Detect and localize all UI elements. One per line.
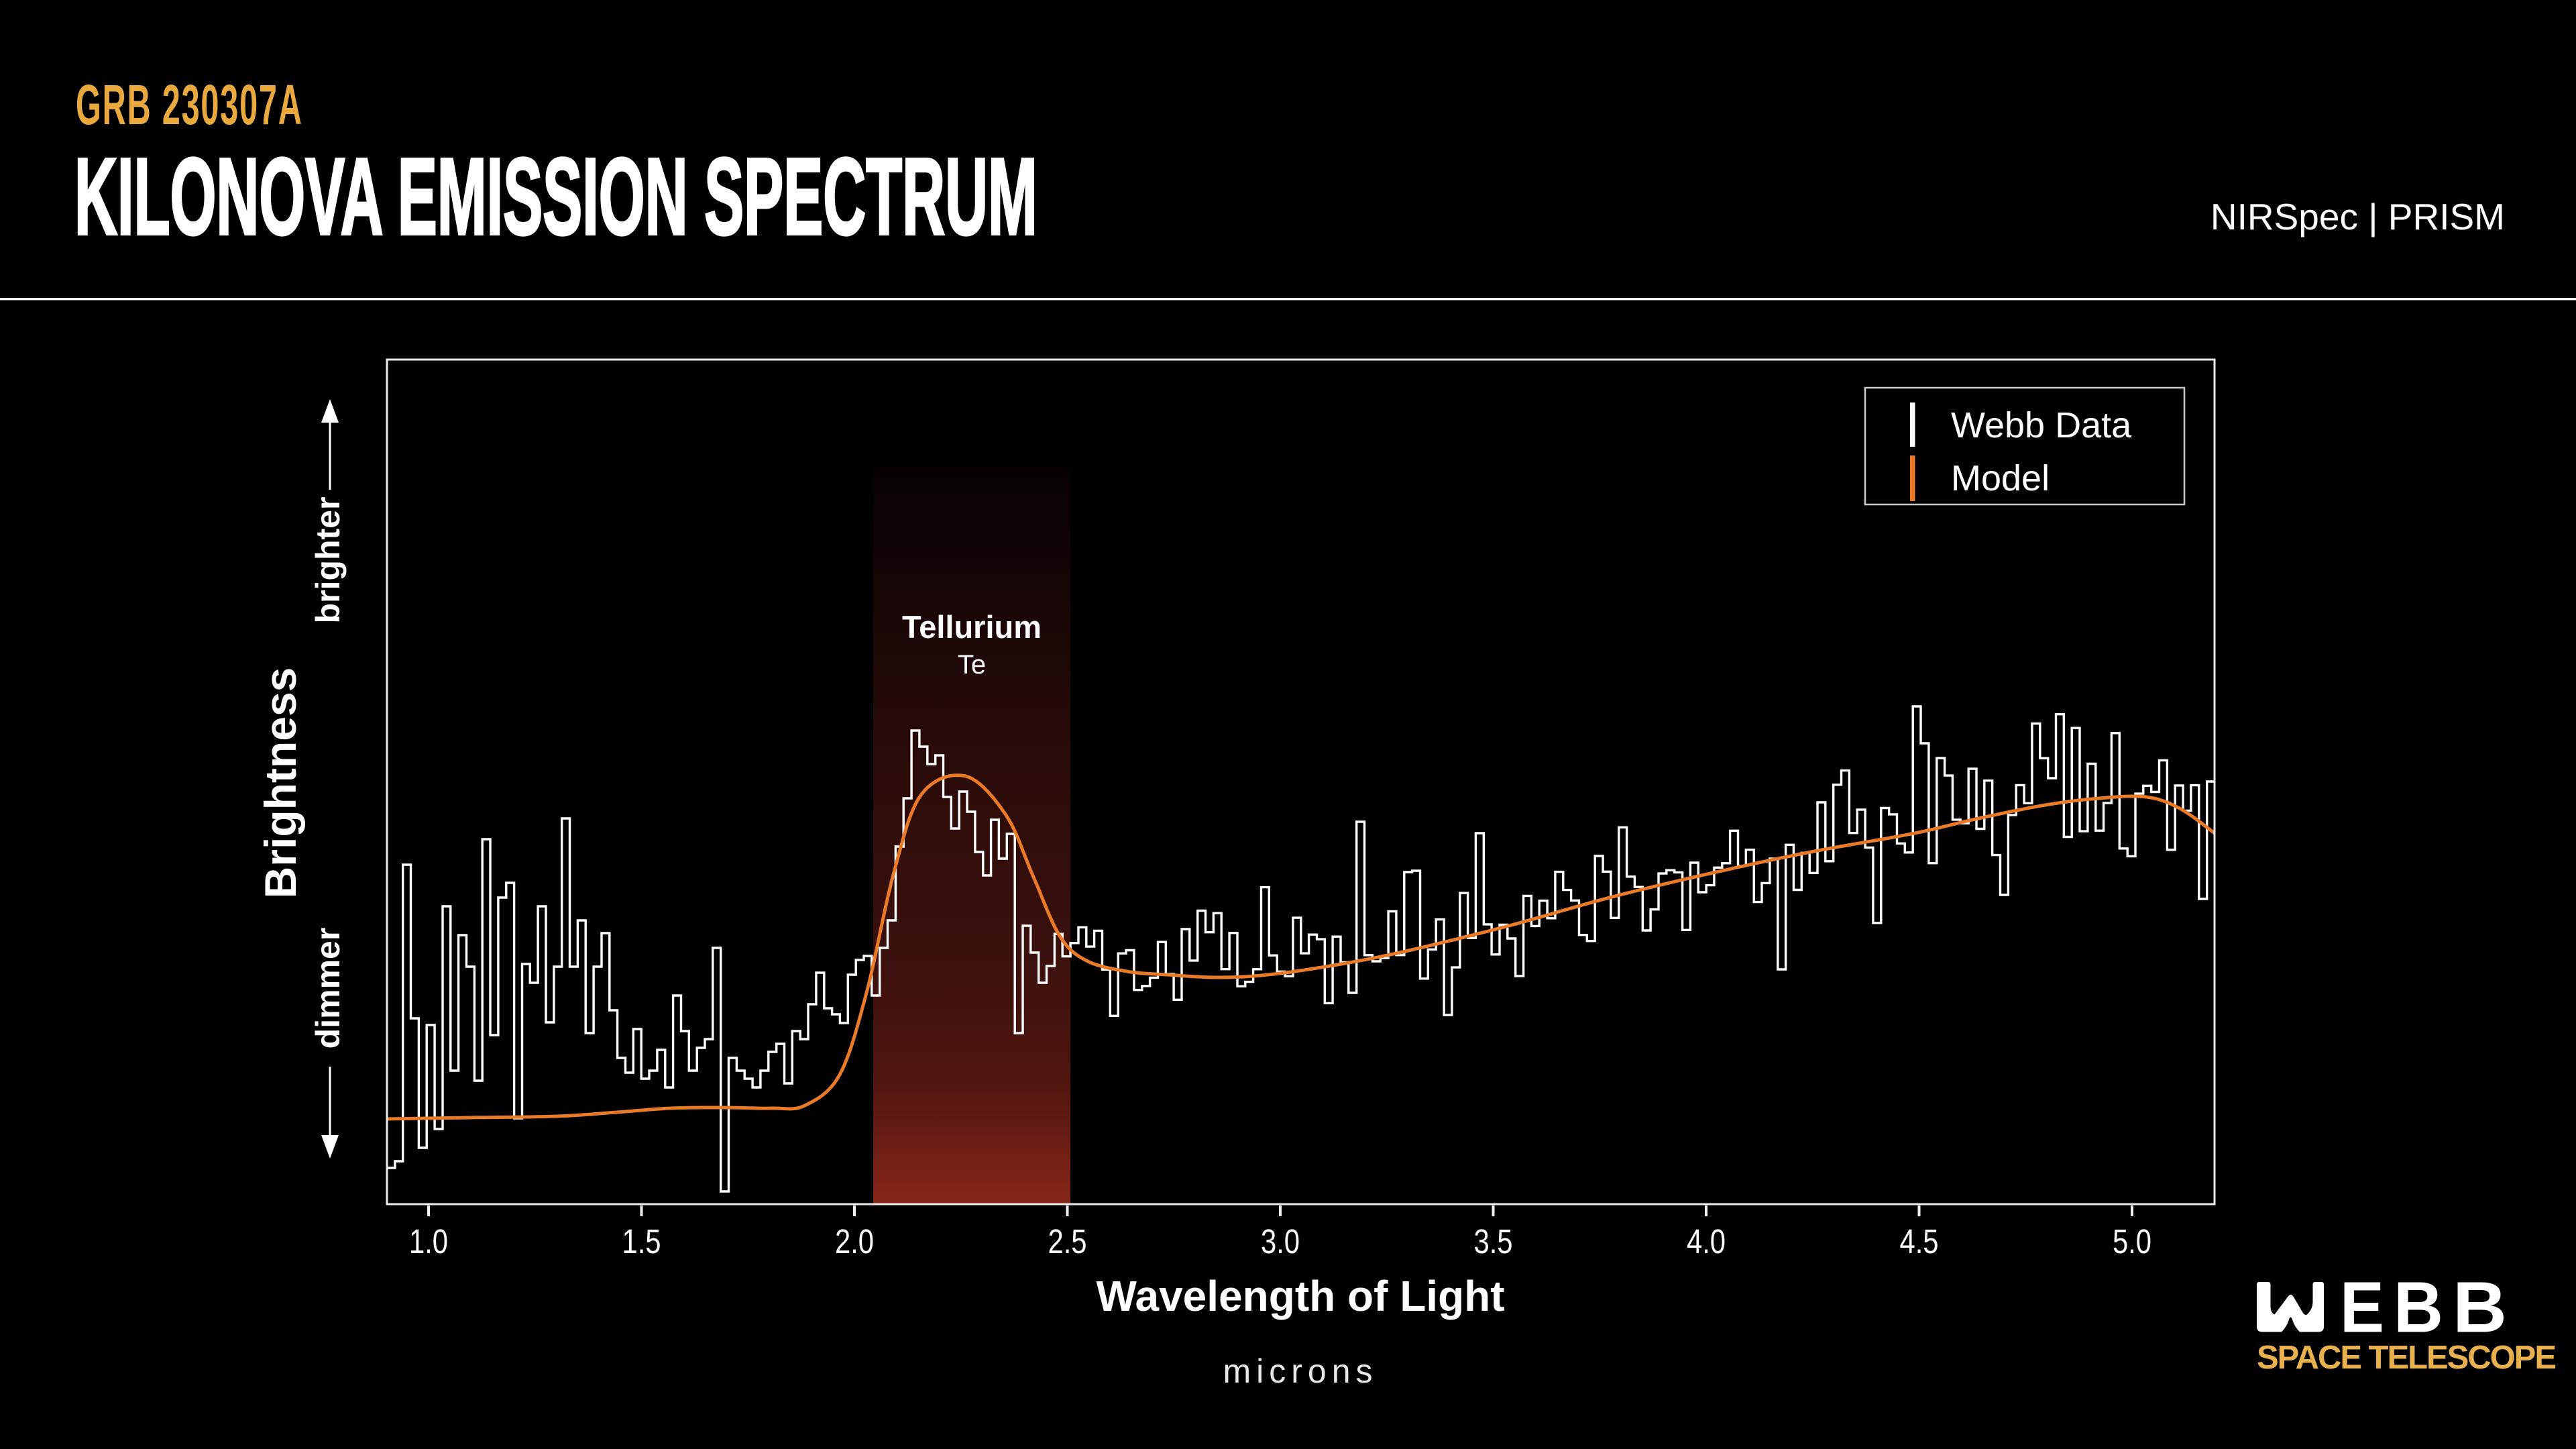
svg-text:E: E	[2340, 1267, 2384, 1348]
svg-text:brighter: brighter	[309, 497, 347, 624]
svg-text:KILONOVA EMISSION SPECTRUM: KILONOVA EMISSION SPECTRUM	[74, 135, 1038, 258]
svg-text:4.0: 4.0	[1687, 1222, 1726, 1260]
svg-text:B: B	[2453, 1267, 2507, 1348]
svg-text:Tellurium: Tellurium	[902, 609, 1042, 645]
svg-text:3.5: 3.5	[1473, 1222, 1512, 1260]
svg-text:3.0: 3.0	[1261, 1222, 1300, 1260]
svg-text:1.5: 1.5	[622, 1222, 661, 1260]
svg-text:4.5: 4.5	[1899, 1222, 1938, 1260]
svg-text:B: B	[2394, 1267, 2443, 1348]
svg-text:dimmer: dimmer	[309, 928, 347, 1049]
svg-text:1.0: 1.0	[409, 1222, 448, 1260]
svg-text:5.0: 5.0	[2113, 1222, 2151, 1260]
svg-text:GRB 230307A: GRB 230307A	[76, 73, 303, 136]
svg-text:Brightness: Brightness	[256, 667, 305, 899]
svg-text:NIRSpec | PRISM: NIRSpec | PRISM	[2210, 196, 2505, 237]
svg-text:Te: Te	[958, 650, 986, 680]
svg-text:microns: microns	[1223, 1352, 1378, 1390]
svg-text:Wavelength of Light: Wavelength of Light	[1096, 1272, 1504, 1320]
svg-text:Model: Model	[1951, 458, 2050, 498]
svg-text:2.0: 2.0	[835, 1222, 874, 1260]
svg-text:Webb Data: Webb Data	[1951, 405, 2132, 445]
svg-text:2.5: 2.5	[1048, 1222, 1086, 1260]
svg-text:SPACE TELESCOPE: SPACE TELESCOPE	[2257, 1340, 2557, 1376]
